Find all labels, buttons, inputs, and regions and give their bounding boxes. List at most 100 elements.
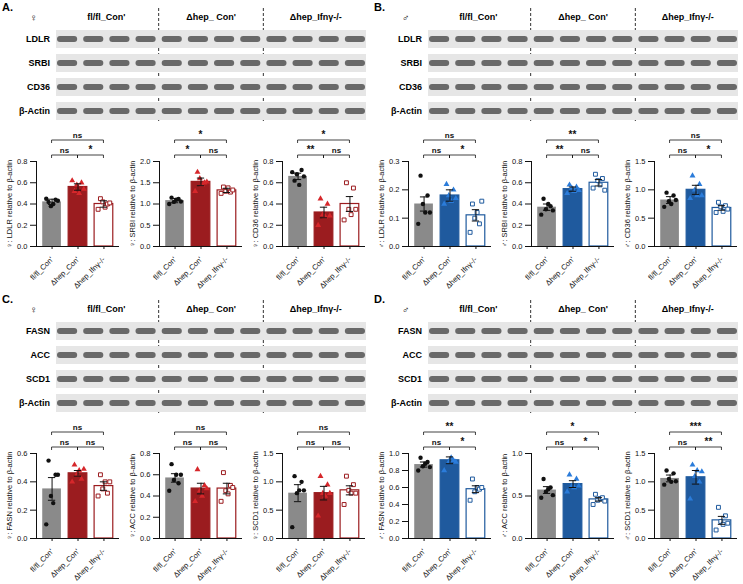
svg-text:LDLR: LDLR	[398, 34, 422, 44]
svg-text:ns: ns	[196, 423, 206, 432]
svg-text:♀: FASN relative to β-actin: ♀: FASN relative to β-actin	[5, 452, 14, 541]
svg-text:fl/fl_Con': fl/fl_Con'	[459, 12, 497, 22]
svg-text:1.5: 1.5	[140, 178, 150, 187]
svg-text:Δhep_ Con': Δhep_ Con'	[186, 304, 236, 314]
svg-text:0.4: 0.4	[263, 199, 273, 208]
svg-text:Δhep_Ifnγ-/-: Δhep_Ifnγ-/-	[72, 255, 108, 291]
svg-text:1.0: 1.0	[140, 199, 150, 208]
svg-text:0.2: 0.2	[17, 221, 27, 230]
svg-text:A.: A.	[2, 1, 13, 13]
svg-text:0.6: 0.6	[512, 178, 522, 187]
svg-text:0.5: 0.5	[635, 506, 645, 515]
svg-text:CD36: CD36	[399, 82, 422, 92]
svg-text:ns: ns	[319, 423, 329, 432]
svg-text:♀: SCD1 relative to β-actin: ♀: SCD1 relative to β-actin	[251, 451, 260, 540]
svg-text:*: *	[199, 129, 203, 140]
svg-text:0.0: 0.0	[389, 534, 399, 543]
svg-text:Δhep_Ifnγ-/-: Δhep_Ifnγ-/-	[662, 12, 714, 22]
svg-text:fl/fl_Con': fl/fl_Con'	[459, 304, 497, 314]
svg-text:2.0: 2.0	[140, 157, 150, 166]
svg-text:Δhep_ Con': Δhep_ Con'	[186, 12, 236, 22]
svg-text:0.8: 0.8	[263, 157, 273, 166]
svg-text:ns: ns	[183, 438, 193, 447]
svg-text:0.0: 0.0	[140, 242, 150, 251]
svg-text:♂: SCD1 relative to β-actin: ♂: SCD1 relative to β-actin	[623, 451, 632, 540]
svg-text:**: **	[307, 144, 315, 155]
svg-text:D.: D.	[374, 293, 385, 305]
svg-text:ns: ns	[678, 146, 688, 155]
svg-text:ns: ns	[332, 146, 342, 155]
svg-text:*: *	[571, 421, 575, 432]
svg-text:1.0: 1.0	[635, 185, 645, 194]
svg-text:0.8: 0.8	[17, 157, 27, 166]
svg-text:**: **	[705, 436, 713, 447]
svg-text:ns: ns	[678, 438, 688, 447]
svg-text:Δhep_Ifnγ-/-: Δhep_Ifnγ-/-	[318, 547, 354, 583]
svg-text:Δhep_Ifnγ-/-: Δhep_Ifnγ-/-	[318, 255, 354, 291]
svg-text:0.0: 0.0	[635, 534, 645, 543]
svg-text:fl/fl_Con': fl/fl_Con'	[87, 12, 125, 22]
svg-text:0.1: 0.1	[389, 214, 399, 223]
svg-text:Δhep_Ifnγ-/-: Δhep_Ifnγ-/-	[690, 255, 726, 291]
svg-text:β-Actin: β-Actin	[391, 106, 422, 116]
svg-text:Δhep_Ifnγ-/-: Δhep_Ifnγ-/-	[690, 547, 726, 583]
svg-text:SRBI: SRBI	[400, 58, 422, 68]
svg-text:B.: B.	[374, 1, 385, 13]
svg-text:♀: ACC relative to β-actin: ♀: ACC relative to β-actin	[128, 454, 137, 539]
svg-text:♀: CD36 relative to β-actin: ♀: CD36 relative to β-actin	[251, 160, 260, 248]
svg-text:0.0: 0.0	[512, 534, 522, 543]
svg-text:C.: C.	[2, 293, 13, 305]
svg-text:*: *	[584, 436, 588, 447]
svg-text:0.4: 0.4	[17, 477, 27, 486]
svg-text:Δhep_Ifnγ-/-: Δhep_Ifnγ-/-	[290, 304, 342, 314]
svg-text:Δhep_Ifnγ-/-: Δhep_Ifnγ-/-	[444, 547, 480, 583]
svg-text:0.3: 0.3	[389, 157, 399, 166]
svg-text:♀: LDLR relative to β-actin: ♀: LDLR relative to β-actin	[5, 160, 14, 248]
svg-text:0.6: 0.6	[17, 178, 27, 187]
svg-text:0.5: 0.5	[635, 214, 645, 223]
svg-text:*: *	[707, 144, 711, 155]
svg-text:LDLR: LDLR	[26, 34, 50, 44]
svg-text:**: **	[569, 129, 577, 140]
svg-text:β-Actin: β-Actin	[19, 398, 50, 408]
svg-text:♂: ♂	[402, 304, 410, 315]
svg-text:1.0: 1.0	[635, 477, 645, 486]
svg-text:ns: ns	[209, 438, 219, 447]
svg-text:♂: ♂	[402, 12, 410, 23]
svg-text:CD36: CD36	[27, 82, 50, 92]
svg-text:Δhep_ Con': Δhep_ Con'	[558, 304, 608, 314]
svg-text:Δhep_Ifnγ-/-: Δhep_Ifnγ-/-	[195, 547, 231, 583]
svg-text:0.0: 0.0	[17, 242, 27, 251]
svg-text:ns: ns	[306, 438, 316, 447]
svg-text:Δhep_ Con': Δhep_ Con'	[558, 12, 608, 22]
svg-text:ns: ns	[445, 131, 455, 140]
svg-text:1.5: 1.5	[263, 449, 273, 458]
svg-text:0.4: 0.4	[140, 491, 150, 500]
svg-text:0.0: 0.0	[635, 242, 645, 251]
svg-text:0.2: 0.2	[512, 221, 522, 230]
svg-text:*: *	[461, 436, 465, 447]
svg-text:0.5: 0.5	[512, 491, 522, 500]
svg-text:0.0: 0.0	[263, 534, 273, 543]
svg-text:ns: ns	[73, 131, 83, 140]
svg-text:1.0: 1.0	[389, 449, 399, 458]
svg-text:1.5: 1.5	[635, 449, 645, 458]
svg-text:FASN: FASN	[398, 326, 422, 336]
svg-text:♂: ACC relative to β-actin: ♂: ACC relative to β-actin	[500, 454, 509, 539]
svg-text:ns: ns	[432, 146, 442, 155]
svg-text:1.0: 1.0	[512, 449, 522, 458]
svg-text:Δhep_Ifnγ-/-: Δhep_Ifnγ-/-	[444, 255, 480, 291]
svg-text:ns: ns	[332, 438, 342, 447]
svg-text:0.2: 0.2	[17, 506, 27, 515]
svg-text:SRBI: SRBI	[28, 58, 50, 68]
svg-text:ns: ns	[86, 438, 96, 447]
svg-text:♂: SRBI relative to β-actin: ♂: SRBI relative to β-actin	[500, 161, 509, 248]
svg-text:♀: ♀	[30, 12, 38, 23]
svg-text:*: *	[322, 129, 326, 140]
svg-text:0.8: 0.8	[140, 449, 150, 458]
svg-text:0.0: 0.0	[263, 242, 273, 251]
svg-text:*: *	[461, 144, 465, 155]
svg-text:0.6: 0.6	[389, 483, 399, 492]
svg-text:0.6: 0.6	[140, 470, 150, 479]
svg-text:0.0: 0.0	[17, 534, 27, 543]
